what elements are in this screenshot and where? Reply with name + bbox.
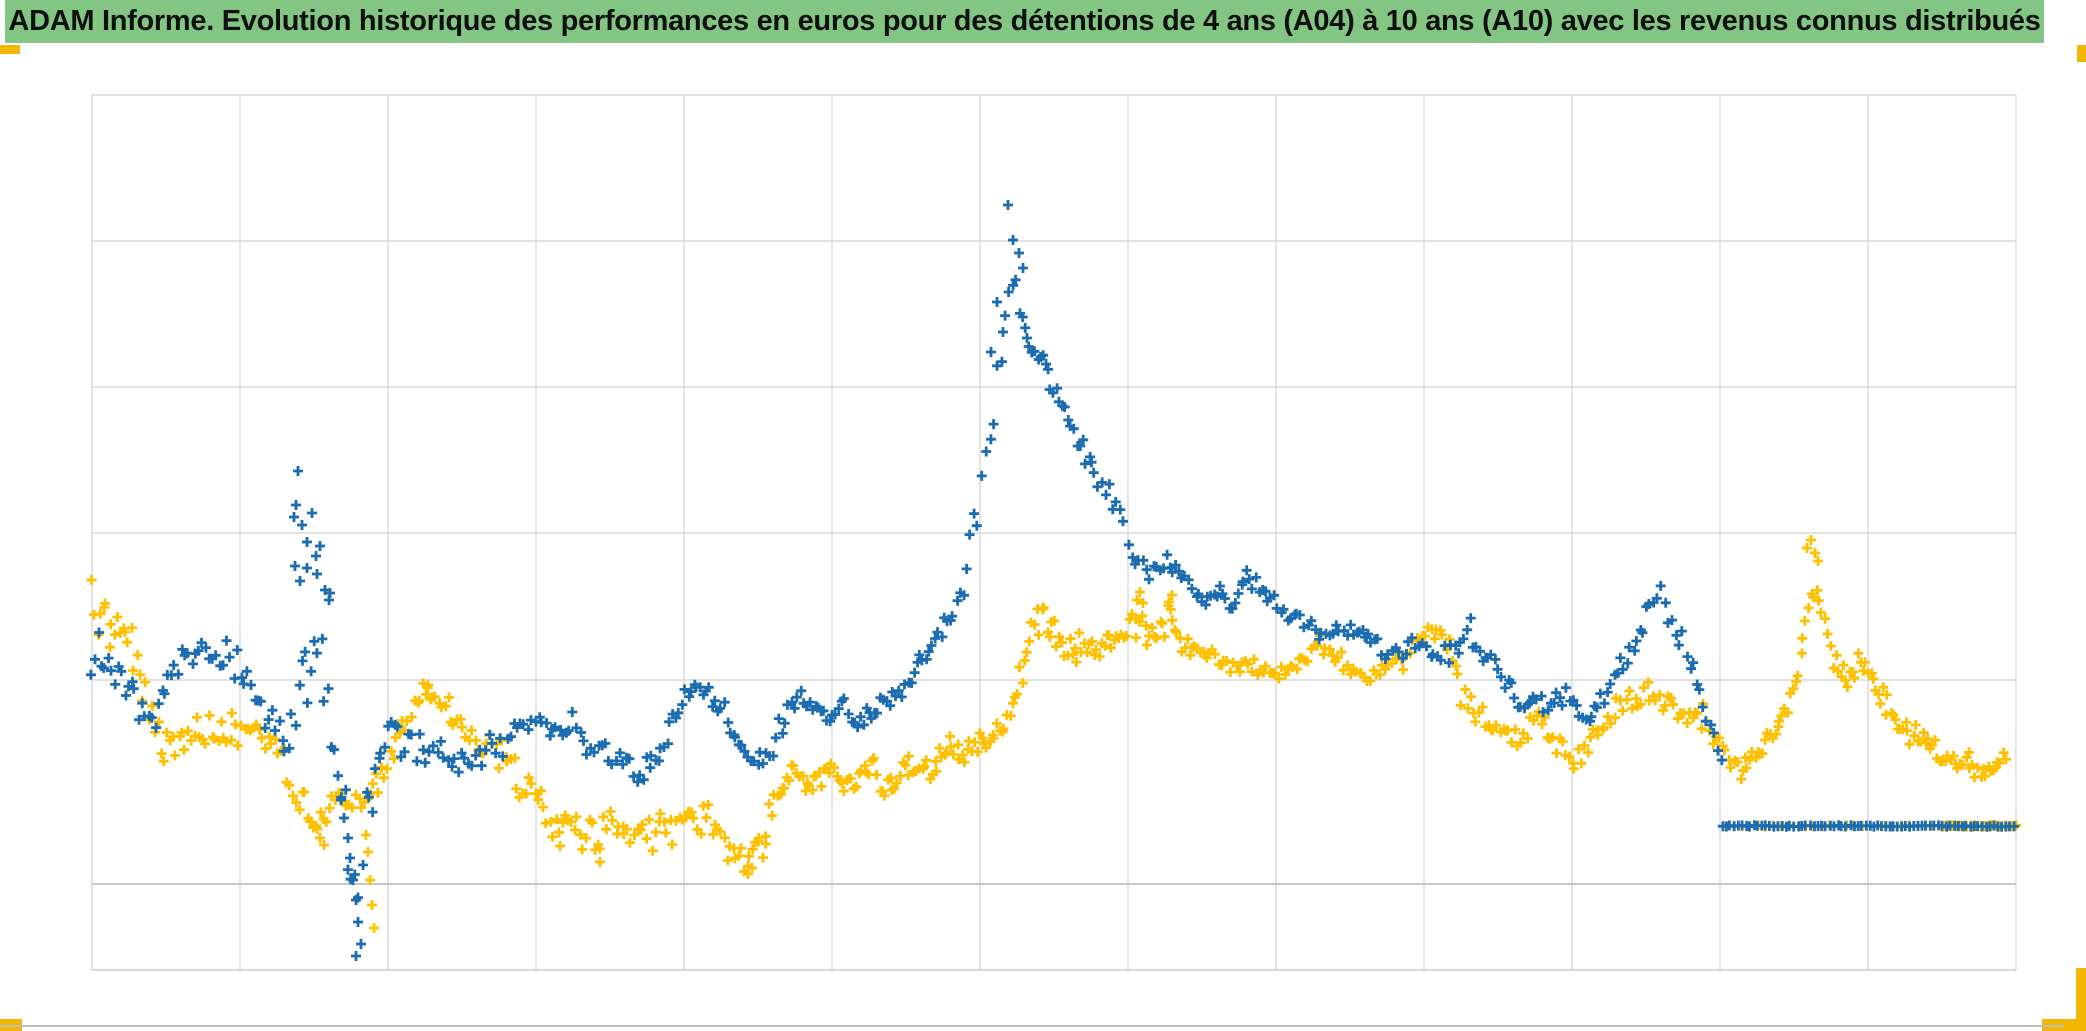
scatter-chart[interactable] <box>0 43 2086 1031</box>
selection-corner-top-left <box>0 45 20 54</box>
series-gold <box>86 535 2022 933</box>
bottom-divider-line <box>0 1025 2064 1027</box>
series-blue <box>86 200 2020 961</box>
title-bar: ADAM Informe. Evolution historique des p… <box>5 0 2044 43</box>
selection-corner-bottom-right <box>2076 968 2086 1031</box>
selection-corner-bottom-right-foot <box>2042 1019 2086 1031</box>
page-title: ADAM Informe. Evolution historique des p… <box>8 5 2041 37</box>
selection-corner-top-right <box>2077 45 2086 62</box>
chart-area[interactable] <box>0 43 2086 1031</box>
